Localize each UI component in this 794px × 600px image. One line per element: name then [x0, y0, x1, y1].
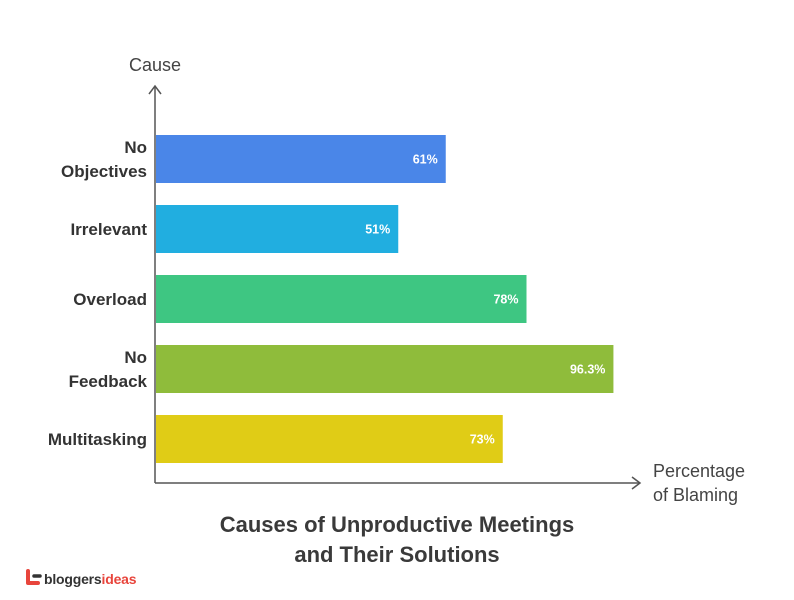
bar-value-label: 73% — [470, 433, 495, 447]
bar-value-label: 96.3% — [570, 363, 605, 377]
x-axis-title-line: of Blaming — [653, 485, 738, 505]
brand-logo: bloggersideas — [22, 567, 137, 591]
bar-value-label: 51% — [365, 223, 390, 237]
logo-mark-icon — [26, 569, 42, 585]
chart-title: Causes of Unproductive Meetings and Thei… — [0, 510, 794, 570]
category-label: Irrelevant — [70, 220, 147, 239]
bar — [156, 135, 446, 183]
x-axis-title-line: Percentage — [653, 461, 745, 481]
category-label: Objectives — [61, 162, 147, 181]
y-axis-arrow-icon — [148, 84, 162, 95]
category-label: No — [124, 138, 147, 157]
x-axis-arrow-icon — [631, 476, 642, 490]
category-label: Overload — [73, 290, 147, 309]
y-axis-title: Cause — [129, 55, 181, 75]
category-label: No — [124, 348, 147, 367]
chart-title-line-1: Causes of Unproductive Meetings — [219, 512, 575, 537]
logo-text-ideas: ideas — [101, 571, 137, 587]
logo-text-bloggers: bloggers — [44, 571, 102, 587]
bar — [156, 345, 614, 393]
category-label: Feedback — [69, 372, 148, 391]
bar — [156, 275, 527, 323]
logo-wordmark: bloggersideas — [44, 571, 137, 587]
bar-value-label: 78% — [493, 293, 518, 307]
bar — [156, 205, 399, 253]
category-label: Multitasking — [48, 430, 147, 449]
bar-value-label: 61% — [413, 153, 438, 167]
chart-title-line-2: and Their Solutions — [294, 542, 500, 567]
bar — [156, 415, 503, 463]
